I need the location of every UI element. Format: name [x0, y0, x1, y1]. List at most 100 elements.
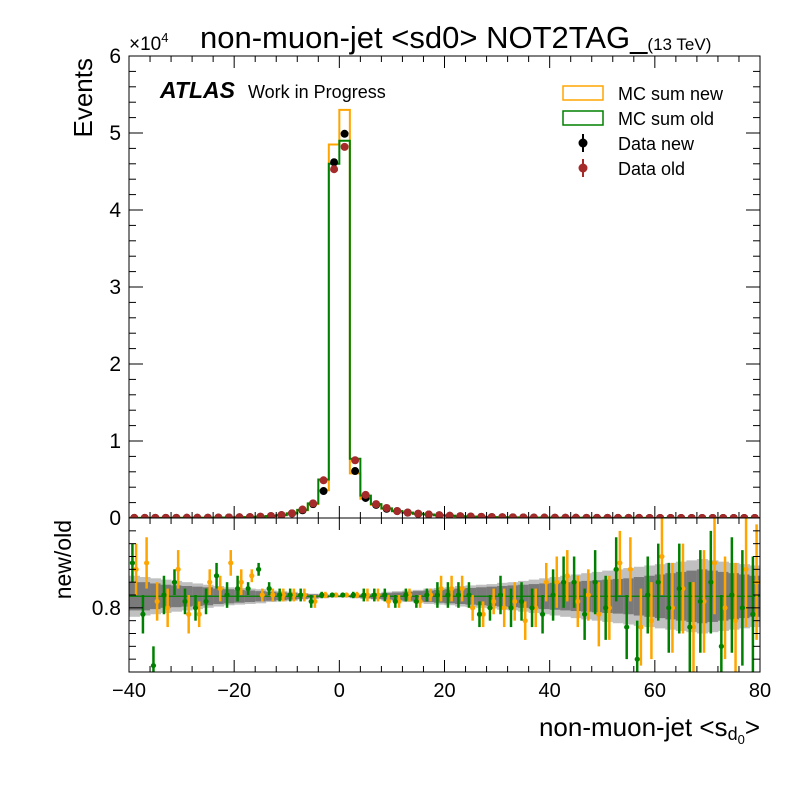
data-point-data-old: [487, 513, 496, 518]
ratio-point-mc-sum-new: [564, 573, 570, 579]
data-point-data-old: [340, 142, 349, 151]
ratio-point-mc-sum-new: [701, 598, 707, 605]
ratio-point-mc-sum-old: [361, 592, 367, 598]
ratio-point-mc-sum-new: [448, 585, 455, 592]
data-point-data-old: [445, 511, 454, 518]
x-axis-label: non-muon-jet <sd0>: [539, 712, 760, 747]
data-point-data-old: [519, 513, 528, 518]
ratio-point-mc-sum-new: [270, 592, 276, 598]
ratio-point-mc-sum-old: [234, 585, 241, 592]
data-point-data-old: [666, 513, 675, 518]
ratio-point-mc-sum-new: [196, 611, 202, 617]
data-point-data-old: [614, 513, 623, 518]
data-point-data-old: [635, 513, 644, 518]
ratio-point-mc-sum-old: [466, 592, 472, 598]
data-point-data-old: [256, 512, 265, 518]
ratio-point-mc-sum-old: [182, 598, 188, 605]
data-point-data-old: [151, 513, 160, 518]
legend-label-data-old: Data old: [618, 159, 685, 179]
ratio-point-mc-sum-old: [561, 579, 567, 585]
ratio-point-mc-sum-old: [308, 598, 314, 605]
y-tick-label-main: 2: [109, 353, 121, 376]
legend-label-mc-sum-new: MC sum new: [618, 84, 724, 104]
data-point-data-old: [266, 512, 275, 518]
main-data-points: [130, 129, 759, 518]
ratio-point-mc-sum-new: [333, 592, 339, 598]
y-tick-label-main: 6: [109, 45, 121, 68]
ratio-point-mc-sum-new: [312, 598, 318, 605]
ratio-point-mc-sum-new: [259, 592, 265, 598]
data-point-data-old: [309, 499, 318, 508]
ratio-point-mc-sum-new: [186, 611, 192, 617]
data-point-data-old: [277, 511, 286, 518]
data-point-data-old: [372, 500, 381, 509]
ratio-point-mc-sum-new: [470, 605, 476, 611]
ratio-point-mc-sum-old: [171, 579, 178, 585]
x-tick-label: −40: [112, 680, 146, 702]
ratio-point-mc-sum-new: [554, 579, 560, 585]
chart-title: non-muon-jet <sd0> NOT2TAG_(13 TeV): [200, 20, 711, 55]
data-point-data-old: [172, 513, 181, 518]
data-point-data-old: [508, 513, 517, 518]
ratio-point-mc-sum-old: [161, 592, 167, 598]
ratio-point-mc-sum-new: [427, 592, 434, 598]
atlas-label: ATLAS: [159, 77, 236, 103]
data-point-data-old: [561, 513, 570, 518]
ratio-point-mc-sum-old: [634, 656, 640, 662]
ratio-point-mc-sum-old: [413, 598, 419, 605]
ratio-point-mc-sum-old: [529, 605, 535, 611]
ratio-point-mc-sum-new: [543, 579, 549, 585]
y-tick-label-main: 0: [109, 507, 121, 530]
data-point-data-old: [550, 513, 559, 518]
ratio-point-mc-sum-old: [687, 624, 693, 630]
ratio-point-mc-sum-old: [697, 598, 703, 605]
ratio-point-mc-sum-old: [613, 566, 619, 572]
ratio-point-mc-sum-old: [539, 611, 546, 617]
ratio-point-mc-sum-old: [645, 592, 651, 598]
y-tick-label-main: 1: [109, 430, 121, 453]
ratio-point-mc-sum-old: [129, 560, 136, 566]
ratio-point-mc-sum-old: [455, 592, 462, 598]
ratio-point-mc-sum-new: [301, 592, 307, 598]
data-point-data-new: [319, 487, 328, 496]
ratio-point-mc-sum-old: [382, 592, 388, 598]
ratio-point-mc-sum-new: [417, 598, 423, 605]
ratio-point-mc-sum-old: [445, 592, 451, 598]
y-multiplier: ×104: [129, 30, 168, 55]
data-point-data-new: [330, 158, 339, 167]
ratio-point-mc-sum-new: [280, 592, 286, 598]
y-tick-label-ratio: 0.8: [92, 597, 121, 620]
ratio-point-mc-sum-new: [459, 585, 465, 592]
y-tick-label-main: 3: [109, 276, 121, 299]
ratio-point-mc-sum-old: [603, 605, 609, 611]
ratio-point-mc-sum-old: [518, 598, 525, 605]
legend-marker-data-new: [578, 138, 588, 148]
data-point-data-old: [224, 513, 233, 518]
x-tick-label: 40: [539, 680, 561, 702]
ratio-point-mc-sum-new: [207, 579, 213, 585]
data-point-data-old: [729, 513, 738, 518]
data-point-data-old: [435, 511, 444, 518]
ratio-point-mc-sum-old: [329, 592, 335, 598]
ratio-point-mc-sum-new: [396, 598, 402, 605]
x-tick-label: 20: [433, 680, 455, 702]
data-point-data-old: [203, 513, 212, 518]
data-point-data-old: [351, 456, 360, 465]
legend-label-data-new: Data new: [618, 134, 695, 154]
ratio-point-mc-sum-new: [144, 560, 150, 566]
legend: MC sum new MC sum old Data new Data old: [562, 84, 724, 179]
ratio-point-mc-sum-old: [592, 579, 598, 585]
ratio-point-mc-sum-new: [217, 585, 223, 592]
ratio-point-mc-sum-old: [192, 605, 199, 611]
ratio-point-mc-sum-new: [743, 566, 749, 572]
data-point-data-old: [235, 513, 244, 518]
data-point-data-old: [245, 513, 254, 518]
ratio-point-mc-sum-new: [690, 624, 697, 630]
ratio-point-mc-sum-old: [624, 624, 630, 630]
ratio-point-mc-sum-new: [480, 611, 486, 617]
ratio-point-mc-sum-new: [617, 560, 623, 566]
ratio-point-mc-sum-old: [319, 592, 325, 598]
ratio-point-mc-sum-old: [434, 592, 441, 598]
ratio-point-mc-sum-new: [512, 598, 518, 605]
legend-marker-data-old: [578, 163, 588, 173]
